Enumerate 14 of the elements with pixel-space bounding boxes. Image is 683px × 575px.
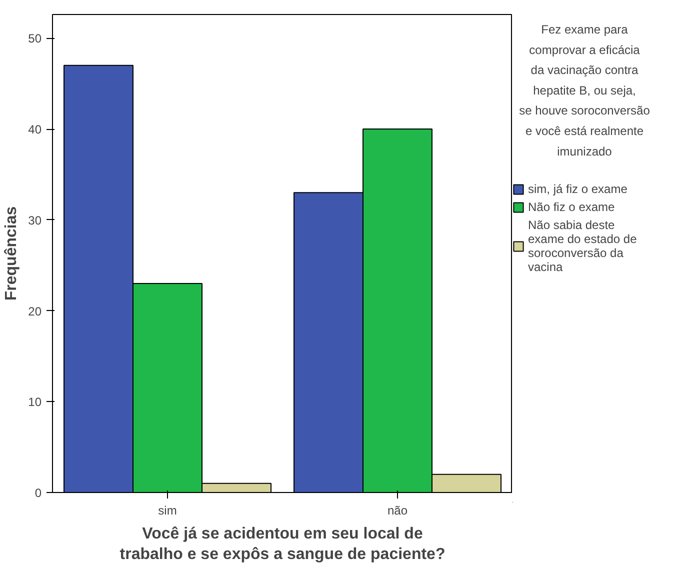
legend-label: Não sabia deste exame do estado de soroconversão da vacina — [528, 218, 637, 274]
legend-label: sim, já fiz o exame — [528, 182, 628, 196]
x-tick-label: não — [387, 504, 408, 518]
y-tick-label: 0 — [34, 486, 42, 500]
legend-title: Fez exame para comprovar a eficácia da vacinação contra hepatite B, ou seja, se houve soroconversão e você está realmente imunizado — [519, 22, 650, 158]
x-axis-title: Você já se acidentou em seu local de trabalho e se expôs a sangue de paciente? — [120, 526, 446, 563]
y-tick-label: 40 — [28, 122, 42, 136]
y-tick-label: 20 — [28, 304, 42, 318]
y-tick-label: 50 — [28, 32, 42, 46]
y-tick-label: 10 — [28, 395, 42, 410]
y-axis-title: Frequências — [3, 206, 20, 301]
y-tick-label: 30 — [28, 213, 42, 228]
legend-label: Não fiz o exame — [528, 200, 615, 214]
x-tick-label: sim — [158, 504, 177, 518]
